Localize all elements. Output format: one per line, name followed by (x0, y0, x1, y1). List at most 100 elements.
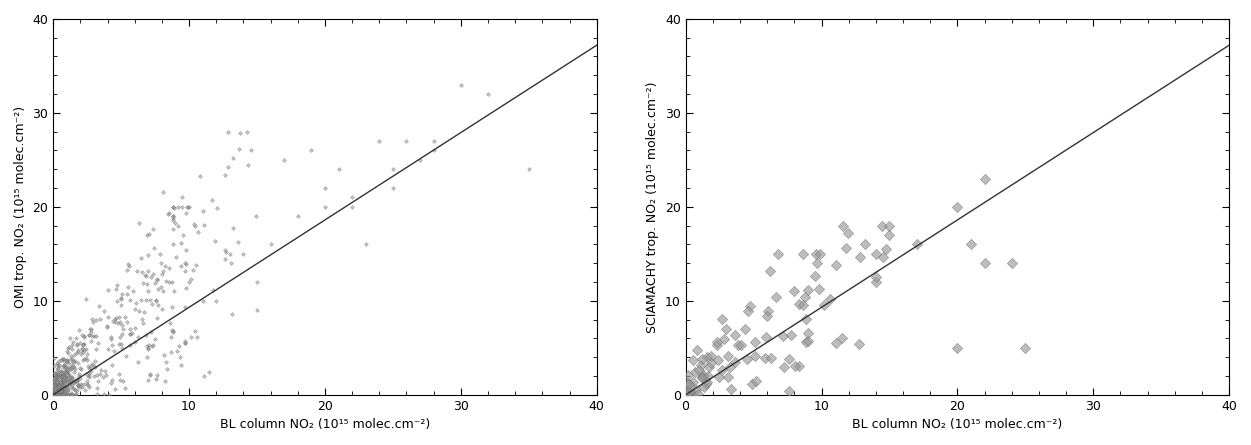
Point (221, 260, 241, 267)
Point (188, 228, 208, 235)
Point (84, 332, 104, 339)
Point (183, 266, 203, 273)
Point (184, 220, 204, 227)
Point (44, 374, 64, 381)
Point (55, 365, 75, 372)
Point (64, 378, 84, 385)
Point (175, 339, 195, 346)
Point (686, 386, 706, 393)
Point (46, 379, 66, 386)
Point (246, 212, 266, 219)
Point (66, 349, 86, 356)
Point (774, 363, 794, 370)
Point (68, 386, 88, 393)
Point (155, 262, 175, 269)
Point (133, 319, 153, 326)
Point (726, 358, 746, 365)
Point (139, 267, 159, 274)
Point (143, 301, 163, 308)
Point (70, 340, 90, 347)
Point (66, 375, 86, 382)
Point (45, 391, 65, 398)
Point (238, 162, 258, 169)
Point (94, 391, 114, 398)
Point (59, 344, 79, 351)
Point (44, 391, 64, 398)
Point (64, 358, 84, 365)
Point (46, 384, 66, 391)
Point (48, 360, 68, 367)
Point (208, 205, 228, 212)
Point (693, 372, 713, 379)
Point (51, 372, 71, 379)
Point (49, 377, 69, 384)
Point (51, 388, 71, 395)
Point (90, 371, 110, 378)
Point (111, 340, 131, 348)
Point (1002, 259, 1022, 267)
Point (64, 364, 84, 371)
X-axis label: BL column NO₂ (10¹⁵ molec.cm⁻²): BL column NO₂ (10¹⁵ molec.cm⁻²) (852, 418, 1062, 431)
Point (48, 387, 68, 394)
Point (130, 297, 150, 304)
Point (51, 386, 71, 393)
Point (68, 360, 88, 367)
Point (826, 340, 846, 347)
Point (46, 379, 66, 386)
Point (79, 332, 99, 339)
Point (175, 267, 195, 275)
Point (60, 374, 80, 381)
Point (136, 332, 156, 339)
Point (66, 391, 86, 398)
Point (73, 331, 93, 338)
Point (164, 329, 184, 336)
Point (768, 250, 788, 257)
Point (71, 351, 91, 358)
Point (707, 341, 727, 348)
Point (139, 344, 159, 352)
Point (126, 267, 146, 275)
Point (218, 163, 238, 170)
Point (838, 229, 858, 236)
Point (89, 303, 109, 310)
Point (55, 373, 75, 380)
Point (75, 345, 95, 352)
Point (166, 348, 186, 355)
Point (44, 391, 64, 398)
Point (73, 349, 93, 356)
Point (947, 344, 967, 351)
Point (798, 330, 818, 337)
Point (94, 374, 114, 381)
Point (44, 377, 64, 384)
Point (48, 364, 68, 372)
Point (156, 358, 176, 365)
Point (55, 357, 75, 364)
Point (757, 313, 777, 320)
Point (161, 303, 181, 311)
Point (115, 314, 135, 321)
Point (96, 324, 116, 331)
Point (44, 391, 64, 398)
Point (85, 357, 105, 364)
Point (215, 255, 235, 262)
Point (201, 196, 221, 203)
Point (46, 391, 66, 398)
Point (50, 379, 70, 386)
Point (53, 391, 73, 398)
Point (194, 222, 214, 229)
Point (383, 166, 403, 173)
Point (44, 379, 64, 386)
Point (793, 250, 813, 257)
Point (809, 286, 829, 293)
Point (138, 343, 158, 350)
Point (45, 391, 65, 398)
Point (677, 389, 697, 396)
Point (46, 389, 66, 396)
Point (681, 391, 701, 398)
Point (74, 380, 94, 388)
Point (51, 379, 71, 386)
Point (204, 287, 224, 294)
Point (66, 377, 86, 384)
Point (55, 378, 75, 385)
Point (48, 386, 68, 393)
